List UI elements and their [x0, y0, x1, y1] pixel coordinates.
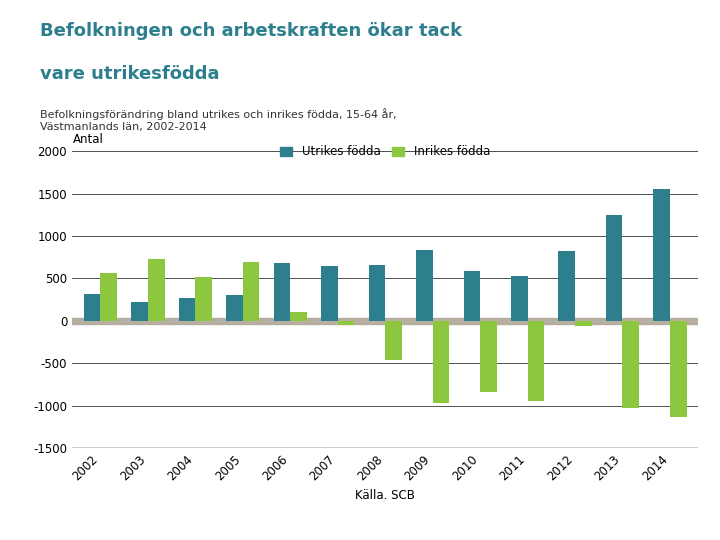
Bar — [148, 259, 165, 321]
Bar — [243, 261, 259, 321]
Bar — [528, 321, 544, 401]
Bar — [653, 188, 670, 321]
Bar — [338, 321, 354, 325]
Bar — [101, 273, 117, 321]
Bar — [72, 318, 698, 325]
Bar — [179, 299, 195, 321]
Bar — [274, 263, 290, 321]
Text: vare utrikesfödda: vare utrikesfödda — [40, 65, 219, 83]
Bar — [226, 295, 243, 321]
Bar — [131, 302, 148, 321]
Legend: Utrikes födda, Inrikes födda: Utrikes födda, Inrikes födda — [281, 145, 490, 158]
Bar — [670, 321, 687, 417]
Bar — [321, 266, 338, 321]
X-axis label: Källa. SCB: Källa. SCB — [355, 489, 415, 502]
Bar — [385, 321, 402, 360]
Text: Befolkningsförändring bland utrikes och inrikes födda, 15-64 år,
Västmanlands lä: Befolkningsförändring bland utrikes och … — [40, 108, 396, 132]
Text: Befolkningen och arbetskraften ökar tack: Befolkningen och arbetskraften ökar tack — [40, 22, 462, 39]
Bar — [464, 271, 480, 321]
Bar — [559, 251, 575, 321]
Bar — [623, 321, 639, 408]
Bar — [290, 313, 307, 321]
Bar — [606, 215, 623, 321]
Bar — [480, 321, 497, 392]
Bar — [416, 251, 433, 321]
Bar — [195, 277, 212, 321]
Bar — [511, 276, 528, 321]
Bar — [575, 321, 592, 326]
Bar — [84, 294, 101, 321]
Text: Antal: Antal — [73, 133, 104, 146]
Bar — [433, 321, 449, 403]
Bar — [369, 265, 385, 321]
